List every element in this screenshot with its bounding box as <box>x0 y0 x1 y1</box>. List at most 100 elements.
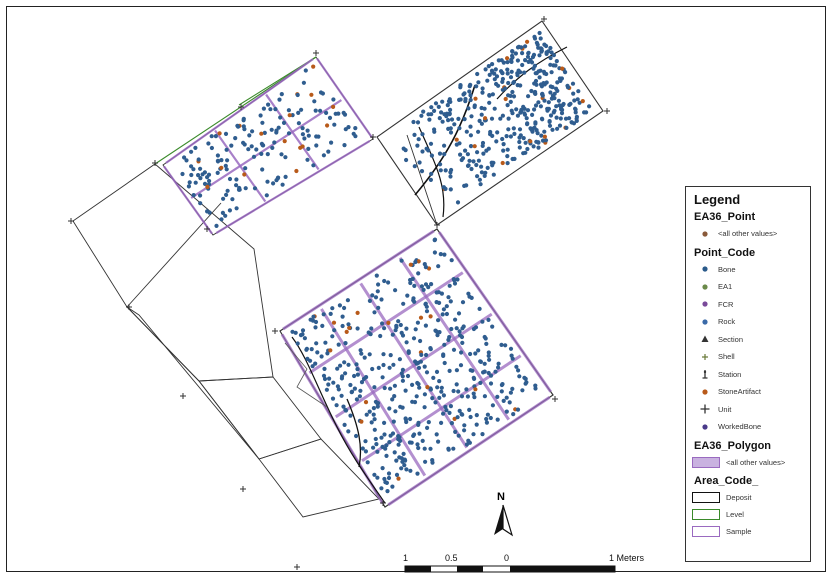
artifact-point <box>279 152 284 157</box>
artifact-point <box>404 157 409 163</box>
artifact-point <box>305 157 310 162</box>
stone-artifact-point <box>454 137 459 142</box>
artifact-point <box>572 98 577 103</box>
artifact-point <box>400 367 405 372</box>
artifact-point <box>417 385 422 390</box>
artifact-point <box>342 112 348 117</box>
stone-artifact-point <box>418 315 424 320</box>
artifact-point <box>314 341 319 346</box>
artifact-point <box>504 409 509 414</box>
artifact-point <box>401 451 406 456</box>
artifact-point <box>296 121 301 126</box>
artifact-point <box>459 394 465 399</box>
artifact-point <box>411 119 416 125</box>
artifact-point <box>488 129 493 135</box>
unit-marker-icon <box>434 222 440 228</box>
artifact-point <box>416 445 421 451</box>
artifact-point <box>451 388 456 394</box>
artifact-point <box>306 133 311 138</box>
artifact-point <box>412 432 417 437</box>
artifact-point <box>501 142 506 147</box>
artifact-point <box>370 293 375 298</box>
artifact-point <box>223 163 228 168</box>
artifact-point <box>400 374 405 379</box>
artifact-point <box>496 58 501 63</box>
artifact-point <box>404 467 409 472</box>
artifact-point <box>463 148 468 153</box>
artifact-point <box>496 365 501 370</box>
artifact-point <box>379 297 384 302</box>
artifact-point <box>457 141 462 146</box>
legend-title: Legend <box>694 192 741 207</box>
plus-icon <box>692 402 718 416</box>
artifact-point <box>468 414 473 420</box>
artifact-point <box>551 110 556 115</box>
artifact-point <box>355 326 360 331</box>
unit-marker-icon <box>552 396 558 402</box>
artifact-point <box>242 127 247 132</box>
stone-artifact-point <box>328 348 333 353</box>
artifact-point <box>416 271 421 276</box>
artifact-point <box>437 151 443 156</box>
stone-artifact-point <box>325 123 330 128</box>
artifact-point <box>374 442 379 447</box>
artifact-point <box>544 50 549 55</box>
artifact-point <box>206 172 212 177</box>
artifact-point <box>457 408 462 413</box>
legend-point-code-row: StoneArtifact <box>692 383 804 401</box>
stone-artifact-point <box>347 325 352 330</box>
artifact-point <box>193 145 198 150</box>
artifact-point <box>449 326 454 332</box>
unit-marker-icon <box>370 134 376 140</box>
artifact-point <box>225 158 230 163</box>
artifact-point <box>311 314 316 319</box>
artifact-point <box>262 130 267 135</box>
artifact-point <box>434 329 439 334</box>
artifact-point <box>342 422 347 427</box>
artifact-point <box>382 432 387 437</box>
artifact-point <box>452 122 457 127</box>
artifact-point <box>510 356 515 361</box>
artifact-point <box>380 321 385 326</box>
artifact-point <box>487 357 492 362</box>
artifact-point <box>399 466 404 471</box>
artifact-point <box>485 78 490 83</box>
map-canvas[interactable] <box>7 7 827 573</box>
artifact-point <box>439 110 444 115</box>
artifact-point <box>545 106 550 111</box>
artifact-point <box>343 408 349 413</box>
artifact-point <box>410 399 415 404</box>
artifact-point <box>259 151 264 156</box>
artifact-point <box>536 45 541 50</box>
artifact-point <box>415 143 420 148</box>
artifact-point <box>336 387 341 392</box>
artifact-point <box>486 353 491 358</box>
artifact-point <box>453 317 458 322</box>
artifact-point <box>495 130 500 135</box>
artifact-point <box>225 188 230 193</box>
artifact-point <box>357 394 362 399</box>
artifact-point <box>359 380 365 385</box>
artifact-point <box>447 112 452 117</box>
artifact-point <box>260 167 265 172</box>
artifact-point <box>265 179 270 184</box>
artifact-point <box>490 160 495 166</box>
artifact-point <box>328 311 333 316</box>
artifact-point <box>363 449 368 454</box>
artifact-point <box>531 66 536 71</box>
unit-marker-icon <box>380 500 386 506</box>
artifact-point <box>468 124 473 129</box>
artifact-point <box>584 110 589 115</box>
artifact-point <box>522 106 527 111</box>
artifact-point <box>437 379 442 384</box>
artifact-point <box>384 453 389 458</box>
artifact-point <box>446 295 451 300</box>
stone-artifact-point <box>408 262 413 267</box>
artifact-point <box>327 376 332 381</box>
artifact-point <box>412 164 417 169</box>
artifact-point <box>547 119 552 124</box>
unit-marker-icon <box>152 160 158 166</box>
artifact-point <box>532 36 538 41</box>
artifact-point <box>528 126 533 131</box>
artifact-point <box>246 147 251 152</box>
